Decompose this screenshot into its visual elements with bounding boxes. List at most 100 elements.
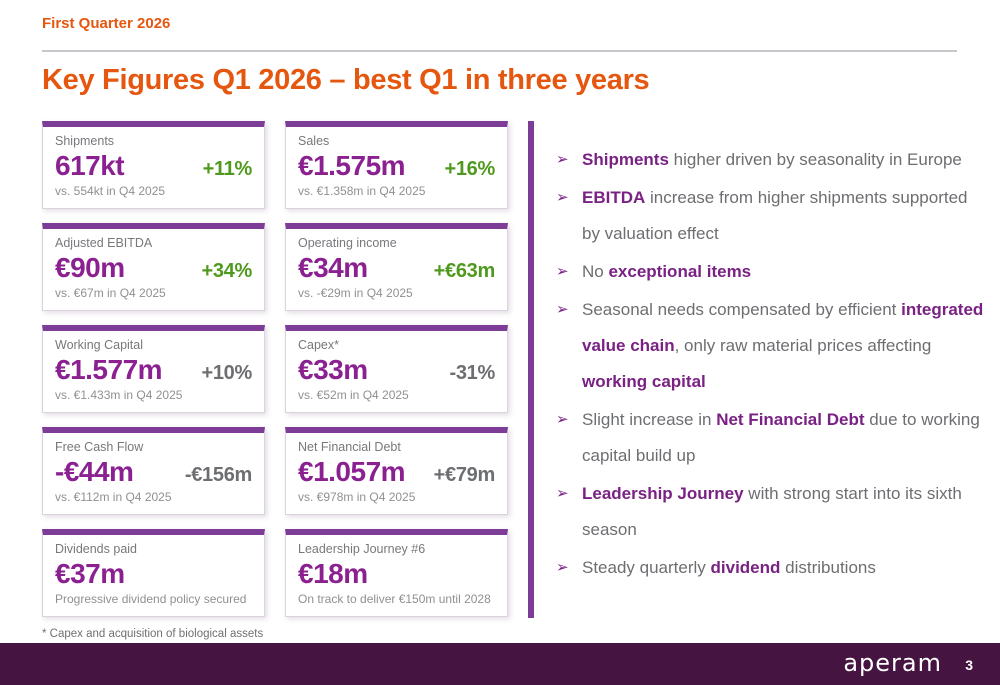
page-number: 3 (965, 657, 973, 673)
card-subtext: vs. €52m in Q4 2025 (298, 388, 409, 403)
card-delta: +11% (202, 157, 253, 180)
bullet-run: higher driven by seasonality in Europe (668, 150, 962, 169)
kpi-card: Operating income €34m +€63m vs. -€29m in… (285, 223, 508, 311)
card-value-row: 617kt +11% (55, 150, 253, 182)
bullet-run: Seasonal needs compensated by efficient (582, 300, 902, 319)
arrow-bullet-icon: ➢ (556, 189, 569, 206)
card-value: €1.577m (55, 353, 163, 385)
arrow-bullet-icon: ➢ (556, 151, 569, 168)
bullet-run: due to working capital build up (582, 410, 980, 465)
card-value-row: €1.575m +16% (298, 149, 495, 182)
card-value: €1.575m (298, 149, 406, 181)
card-subtext: vs. €112m in Q4 2025 (55, 490, 172, 505)
page-title: Key Figures Q1 2026 – best Q1 in three y… (42, 64, 650, 96)
bullet-run: with strong start into its sixth season (582, 484, 962, 539)
footer-bar: aperam 3 (0, 643, 1000, 685)
card-delta: +34% (201, 259, 252, 282)
highlight-item: ➢ Seasonal needs compensated by efficien… (556, 292, 986, 400)
card-label: Operating income (298, 236, 397, 250)
bullet-run: , only raw material prices affecting (674, 336, 932, 355)
footnote: * Capex and acquisition of biological as… (42, 628, 264, 640)
arrow-bullet-icon: ➢ (556, 263, 569, 280)
arrow-bullet-icon: ➢ (556, 411, 569, 428)
card-subtext: Progressive dividend policy secured (55, 592, 247, 607)
arrow-bullet-icon: ➢ (556, 559, 569, 576)
card-delta: +€79m (433, 463, 496, 486)
card-subtext: vs. €978m in Q4 2025 (298, 490, 416, 505)
highlight-item: ➢ Steady quarterly dividend distribution… (556, 550, 986, 586)
card-subtext: vs. -€29m in Q4 2025 (298, 286, 413, 301)
kpi-card: Dividends paid €37m Progressive dividend… (42, 529, 265, 617)
bullet-text: Shipments higher driven by seasonality i… (582, 142, 986, 178)
bullet-keyword: integrated value chain (582, 300, 984, 355)
card-value: €33m (298, 353, 368, 385)
bullet-keyword: working capital (582, 372, 706, 391)
bullet-run: Steady quarterly (582, 558, 711, 577)
card-subtext: vs. 554kt in Q4 2025 (55, 184, 166, 199)
arrow-bullet-icon: ➢ (556, 301, 569, 318)
card-value: €34m (298, 251, 368, 283)
card-value: -€44m (55, 455, 134, 487)
card-value-row: €90m +34% (55, 251, 252, 284)
card-label: Adjusted EBITDA (55, 236, 153, 250)
bullet-text: Steady quarterly dividend distributions (582, 550, 986, 586)
kpi-card: Net Financial Debt €1.057m +€79m vs. €97… (285, 427, 508, 515)
kpi-grid: Shipments 617kt +11% vs. 554kt in Q4 202… (42, 121, 508, 617)
card-subtext: On track to deliver €150m until 2028 (298, 592, 491, 607)
card-delta: +10% (201, 361, 252, 384)
kpi-card: Free Cash Flow -€44m -€156m vs. €112m in… (42, 427, 265, 515)
kpi-card: Working Capital €1.577m +10% vs. €1.433m… (42, 325, 265, 413)
highlight-item: ➢ Shipments higher driven by seasonality… (556, 142, 986, 178)
bullet-keyword: Net Financial Debt (716, 410, 865, 429)
card-delta: -€156m (184, 463, 252, 486)
bullet-run: No (582, 262, 609, 281)
highlight-item: ➢ EBITDA increase from higher shipments … (556, 180, 986, 252)
highlights-list: ➢ Shipments higher driven by seasonality… (556, 142, 986, 588)
bullet-text: No exceptional items (582, 254, 986, 290)
card-label: Sales (298, 134, 330, 148)
card-label: Net Financial Debt (298, 440, 401, 454)
bullet-run: distributions (780, 558, 876, 577)
card-value: €37m (55, 557, 125, 589)
card-delta: +€63m (433, 259, 496, 282)
card-label: Free Cash Flow (55, 440, 144, 454)
bullet-keyword: exceptional items (608, 262, 752, 281)
card-label: Leadership Journey #6 (298, 542, 426, 556)
card-delta: -31% (449, 361, 496, 384)
card-subtext: vs. €67m in Q4 2025 (55, 286, 166, 301)
card-value-row: €1.577m +10% (55, 353, 252, 386)
card-value-row: €33m -31% (298, 353, 496, 386)
bullet-run: Slight increase in (582, 410, 717, 429)
card-label: Capex* (298, 338, 339, 352)
kpi-card: Sales €1.575m +16% vs. €1.358m in Q4 202… (285, 121, 508, 209)
highlight-item: ➢ Slight increase in Net Financial Debt … (556, 402, 986, 474)
bullet-run: increase from higher shipments supported… (582, 188, 968, 243)
bullet-keyword: dividend (710, 558, 781, 577)
card-value-row: €1.057m +€79m (298, 456, 496, 488)
card-label: Dividends paid (55, 542, 137, 556)
header-divider (42, 50, 957, 52)
vertical-divider (528, 121, 534, 618)
card-value-row: -€44m -€156m (55, 455, 252, 488)
bullet-text: EBITDA increase from higher shipments su… (582, 180, 986, 252)
bullet-text: Seasonal needs compensated by efficient … (582, 292, 986, 400)
bullet-keyword: Shipments (582, 150, 669, 169)
card-subtext: vs. €1.433m in Q4 2025 (55, 388, 183, 403)
card-subtext: vs. €1.358m in Q4 2025 (298, 184, 426, 199)
bullet-keyword: Leadership Journey (582, 484, 744, 503)
card-value-row: €37m (55, 557, 252, 590)
eyebrow-title: First Quarter 2026 (42, 15, 171, 32)
card-value: €18m (298, 557, 368, 589)
kpi-card: Capex* €33m -31% vs. €52m in Q4 2025 (285, 325, 508, 413)
card-label: Working Capital (55, 338, 144, 352)
aperam-logo: aperam (843, 649, 942, 677)
card-delta: +16% (444, 157, 495, 180)
arrow-bullet-icon: ➢ (556, 485, 569, 502)
bullet-keyword: EBITDA (582, 188, 646, 207)
highlight-item: ➢ Leadership Journey with strong start i… (556, 476, 986, 548)
card-value: €90m (55, 251, 125, 283)
card-label: Shipments (55, 134, 115, 148)
bullet-text: Slight increase in Net Financial Debt du… (582, 402, 986, 474)
kpi-card: Adjusted EBITDA €90m +34% vs. €67m in Q4… (42, 223, 265, 311)
